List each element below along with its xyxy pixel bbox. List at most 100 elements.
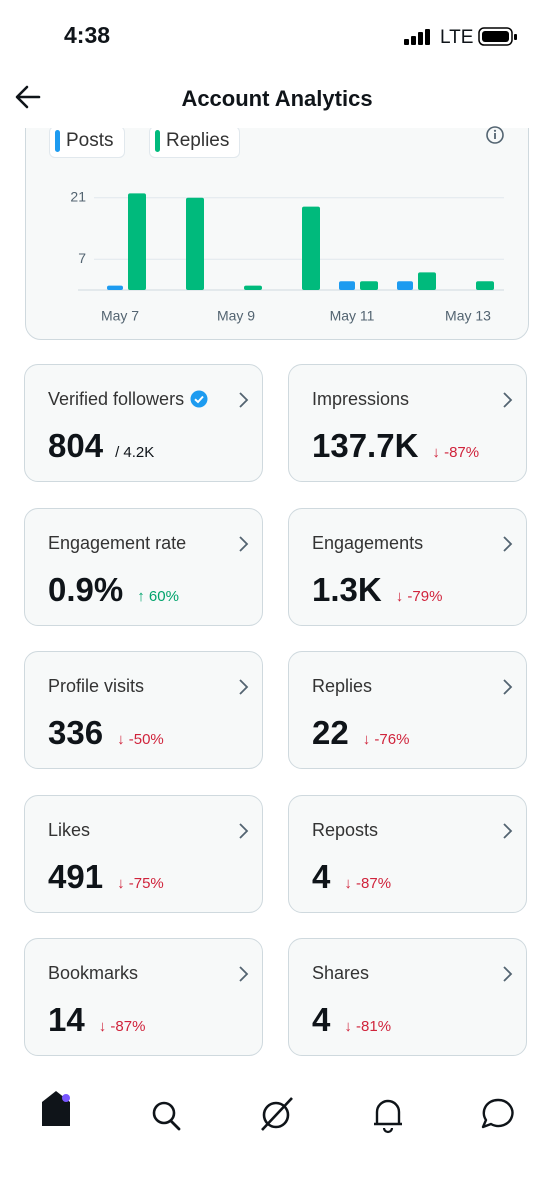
battery-icon — [478, 27, 517, 46]
bar — [302, 206, 320, 290]
metric-value-text: 4 — [312, 857, 331, 895]
bar — [107, 285, 123, 290]
bar — [186, 197, 204, 290]
bar — [476, 281, 494, 290]
metric-card[interactable]: Replies 22 ↓ -76% — [288, 651, 527, 769]
metric-label-text: Shares — [312, 963, 370, 983]
metric-change: ↓ -75% — [117, 874, 164, 892]
metric-card[interactable]: Profile visits 336 ↓ -50% — [24, 651, 263, 769]
grok-tab[interactable] — [261, 1097, 293, 1131]
metric-value-text: 14 — [48, 1001, 85, 1038]
info-icon[interactable] — [484, 126, 506, 144]
y-tick-label: 7 — [78, 250, 86, 266]
legend-item[interactable]: Posts — [49, 128, 125, 158]
metric-change: ↓ -81% — [344, 1018, 392, 1035]
legend-swatch — [155, 130, 160, 152]
bottom-nav — [42, 1091, 514, 1134]
metric-card[interactable]: Likes 491 ↓ -75% — [24, 794, 263, 913]
chevron — [503, 966, 513, 982]
metric-label-text: Profile visits — [48, 676, 145, 696]
bar — [418, 272, 436, 290]
metric-change: ↓ -79% — [395, 587, 443, 605]
metric-card[interactable]: Engagement rate 0.9% ↑ 60% — [24, 507, 263, 626]
metric-label-text: Bookmarks — [48, 963, 139, 983]
metric-value-text: 804 — [48, 427, 104, 464]
x-tick-label: May 7 — [101, 308, 139, 324]
metric-card[interactable]: Impressions 137.7K ↓ -87% — [288, 364, 527, 482]
metric-value: 4 ↓ -81% — [312, 1001, 391, 1039]
metric-label: Reposts — [312, 820, 378, 841]
metric-value: 1.3K ↓ -79% — [312, 571, 442, 609]
metric-card[interactable]: Shares 4 ↓ -81% — [288, 938, 527, 1056]
metric-value: 14 ↓ -87% — [48, 1001, 145, 1039]
metric-card[interactable]: Verified followers 804 / 4.2K — [24, 364, 263, 482]
metric-change: ↓ -50% — [117, 731, 164, 748]
metric-value: 336 ↓ -50% — [48, 714, 164, 752]
network: LTE — [440, 27, 474, 48]
metric-value-text: 0.9% — [48, 570, 124, 608]
metric-value-text: 491 — [48, 857, 104, 895]
legend-swatch — [55, 130, 60, 152]
chevron — [503, 679, 513, 695]
time: 4:38 — [64, 22, 111, 48]
metric-value-text: 22 — [312, 714, 349, 751]
verified-badge — [190, 390, 208, 408]
y-tick-label: 21 — [70, 188, 86, 204]
x-tick-label: May 13 — [445, 308, 491, 324]
messages-tab[interactable] — [481, 1098, 514, 1129]
metric-change: ↓ -76% — [362, 731, 410, 748]
chevron — [239, 679, 249, 695]
metric-value: 22 ↓ -76% — [312, 714, 409, 752]
bar — [339, 281, 355, 290]
search-tab[interactable] — [152, 1101, 181, 1131]
metric-label: Likes — [48, 820, 90, 841]
metric-label-text: Impressions — [312, 389, 410, 409]
chevron — [503, 535, 513, 552]
metric-label-text: Engagement rate — [48, 532, 187, 553]
metric-total: / 4.2K — [115, 444, 155, 461]
metric-change: ↓ -87% — [432, 444, 480, 461]
x-tick-label: May 9 — [217, 308, 255, 324]
metric-value: 491 ↓ -75% — [48, 858, 164, 896]
x-tick-label: May 11 — [330, 308, 375, 324]
metric-label-text: Reposts — [312, 819, 379, 840]
chevron — [239, 535, 249, 552]
page-title: Account Analytics — [181, 86, 373, 111]
metric-label-text: Engagements — [312, 532, 424, 553]
metric-value: 4 ↓ -87% — [312, 858, 391, 896]
metric-label: Replies — [312, 676, 372, 697]
chevron — [503, 822, 513, 839]
legend-label: Posts — [66, 130, 114, 151]
metric-card[interactable]: Bookmarks 14 ↓ -87% — [24, 938, 263, 1056]
bar — [397, 281, 413, 290]
notifications-tab[interactable] — [374, 1099, 402, 1134]
top-bar: 4:38 LTE Account Analytics — [0, 0, 554, 128]
metric-card[interactable]: Engagements 1.3K ↓ -79% — [288, 507, 527, 626]
home-tab[interactable] — [42, 1091, 70, 1126]
metric-value-text: 1.3K — [312, 570, 382, 608]
metric-label: Impressions — [312, 389, 409, 410]
legend-item[interactable]: Replies — [149, 128, 241, 158]
signal-icon — [404, 29, 430, 45]
legend-label: Replies — [166, 130, 230, 151]
chevron — [503, 392, 513, 408]
bar — [360, 281, 378, 290]
metric-change: ↓ -87% — [98, 1018, 146, 1035]
metric-value: 0.9% ↑ 60% — [48, 571, 179, 609]
metric-label: Bookmarks — [48, 963, 138, 984]
back-button[interactable] — [14, 84, 42, 110]
metric-value: 137.7K ↓ -87% — [312, 427, 479, 465]
metric-label-text: Replies — [312, 676, 373, 696]
metric-label: Profile visits — [48, 676, 144, 697]
bar — [128, 193, 146, 290]
bar — [244, 285, 262, 290]
metric-change: ↑ 60% — [137, 587, 179, 605]
metric-value-text: 4 — [312, 1001, 331, 1038]
metric-change: ↓ -87% — [344, 874, 392, 892]
metric-label: Shares — [312, 963, 369, 984]
metric-card[interactable]: Reposts 4 ↓ -87% — [288, 794, 527, 913]
metric-label: Engagement rate — [48, 533, 186, 554]
metric-label: Engagements — [312, 533, 423, 554]
metric-value-text: 137.7K — [312, 427, 419, 464]
